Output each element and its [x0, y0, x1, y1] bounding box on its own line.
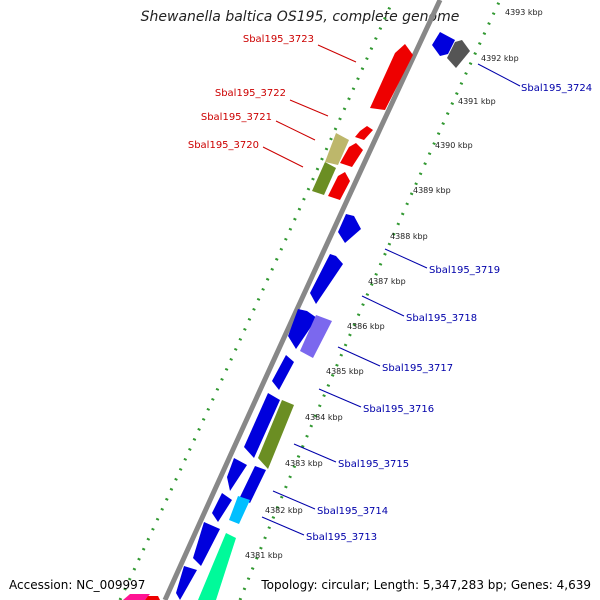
- leader-line: [337, 346, 381, 367]
- leader-lines: [261, 44, 521, 536]
- leader-line: [289, 99, 329, 117]
- gene-label-sbal195-3717[interactable]: Sbal195_3717: [382, 363, 453, 374]
- leader-line: [477, 63, 521, 87]
- gene-pink[interactable]: [123, 594, 150, 600]
- gene-label-sbal195-3715[interactable]: Sbal195_3715: [338, 459, 409, 470]
- gene-blue-b[interactable]: [244, 393, 280, 458]
- tick-label: 4384 kbp: [305, 413, 343, 422]
- forward-strand-genes: [123, 44, 413, 600]
- tick-label: 4385 kbp: [326, 367, 364, 376]
- gene-blue-f[interactable]: [176, 566, 197, 600]
- gene-label-sbal195-3713[interactable]: Sbal195_3713: [306, 532, 377, 543]
- gene-red-small[interactable]: [328, 172, 350, 200]
- gene-label-sbal195-3716[interactable]: Sbal195_3716: [363, 404, 434, 415]
- tick-label: 4391 kbp: [458, 97, 496, 106]
- gene-blue-a[interactable]: [288, 309, 317, 349]
- genome-summary-text: Topology: circular; Length: 5,347,283 bp…: [261, 578, 591, 592]
- dna-backbone: [162, 0, 443, 600]
- gene-sbal195-3714[interactable]: [227, 458, 247, 491]
- outer-tick-ring: [118, 0, 395, 600]
- gene-sbal195-3720[interactable]: [312, 162, 336, 195]
- tick-label: 4393 kbp: [505, 8, 543, 17]
- tick-label: 4387 kbp: [368, 277, 406, 286]
- tick-label: 4381 kbp: [245, 551, 283, 560]
- kbp-tick-labels: 4381 kbp 4382 kbp 4383 kbp 4384 kbp 4385…: [245, 8, 543, 560]
- gene-sbal195-3713[interactable]: [229, 496, 250, 524]
- leader-line: [272, 490, 316, 510]
- tick-label: 4388 kbp: [390, 232, 428, 241]
- gene-sbal195-3718[interactable]: [310, 254, 343, 304]
- gene-label-sbal195-3718[interactable]: Sbal195_3718: [406, 313, 477, 324]
- gene-label-sbal195-3722[interactable]: Sbal195_3722: [215, 88, 286, 99]
- gene-label-sbal195-3720[interactable]: Sbal195_3720: [188, 140, 259, 151]
- gene-sbal195-3724[interactable]: [447, 40, 470, 68]
- tick-label: 4382 kbp: [265, 506, 303, 515]
- accession-text: Accession: NC_009997: [9, 578, 146, 592]
- gene-blue-c[interactable]: [240, 466, 266, 503]
- gene-blue-e[interactable]: [193, 522, 220, 566]
- tick-label: 4392 kbp: [481, 54, 519, 63]
- tick-label: 4389 kbp: [413, 186, 451, 195]
- tick-label: 4390 kbp: [435, 141, 473, 150]
- leader-line: [275, 120, 316, 141]
- tick-label: 4386 kbp: [347, 322, 385, 331]
- leader-line: [293, 443, 337, 463]
- reverse-strand-genes: [176, 32, 470, 600]
- leader-line: [317, 44, 357, 63]
- leader-line: [262, 146, 304, 168]
- leader-line: [318, 388, 362, 408]
- gene-red-bottom[interactable]: [145, 596, 160, 600]
- gene-label-sbal195-3721[interactable]: Sbal195_3721: [201, 112, 272, 123]
- gene-sbal195-3721[interactable]: [340, 143, 363, 167]
- gene-label-sbal195-3719[interactable]: Sbal195_3719: [429, 265, 500, 276]
- gene-blue-d[interactable]: [212, 493, 232, 522]
- genome-title: Shewanella baltica OS195, complete genom…: [140, 9, 460, 25]
- forward-gene-labels: Sbal195_3723 Sbal195_3722 Sbal195_3721 S…: [188, 34, 314, 151]
- gene-sbal195-3716[interactable]: [272, 355, 294, 390]
- gene-sbal195-3715[interactable]: [258, 400, 294, 469]
- gene-sbal195-3723[interactable]: [370, 44, 413, 110]
- gene-sbal195-3717[interactable]: [300, 315, 332, 358]
- gene-teal[interactable]: [198, 533, 236, 600]
- gene-khaki[interactable]: [325, 133, 349, 165]
- leader-line: [361, 295, 405, 317]
- gene-label-sbal195-3723[interactable]: Sbal195_3723: [243, 34, 314, 45]
- gene-label-sbal195-3714[interactable]: Sbal195_3714: [317, 506, 388, 517]
- gene-sbal195-3724-blue[interactable]: [432, 32, 455, 56]
- gene-sbal195-3722[interactable]: [355, 126, 373, 140]
- leader-line: [261, 516, 305, 536]
- gene-sbal195-3719[interactable]: [338, 214, 361, 243]
- gene-label-sbal195-3724[interactable]: Sbal195_3724: [521, 83, 592, 94]
- reverse-gene-labels: Sbal195_3724 Sbal195_3719 Sbal195_3718 S…: [306, 83, 592, 543]
- leader-line: [384, 248, 428, 269]
- tick-label: 4383 kbp: [285, 459, 323, 468]
